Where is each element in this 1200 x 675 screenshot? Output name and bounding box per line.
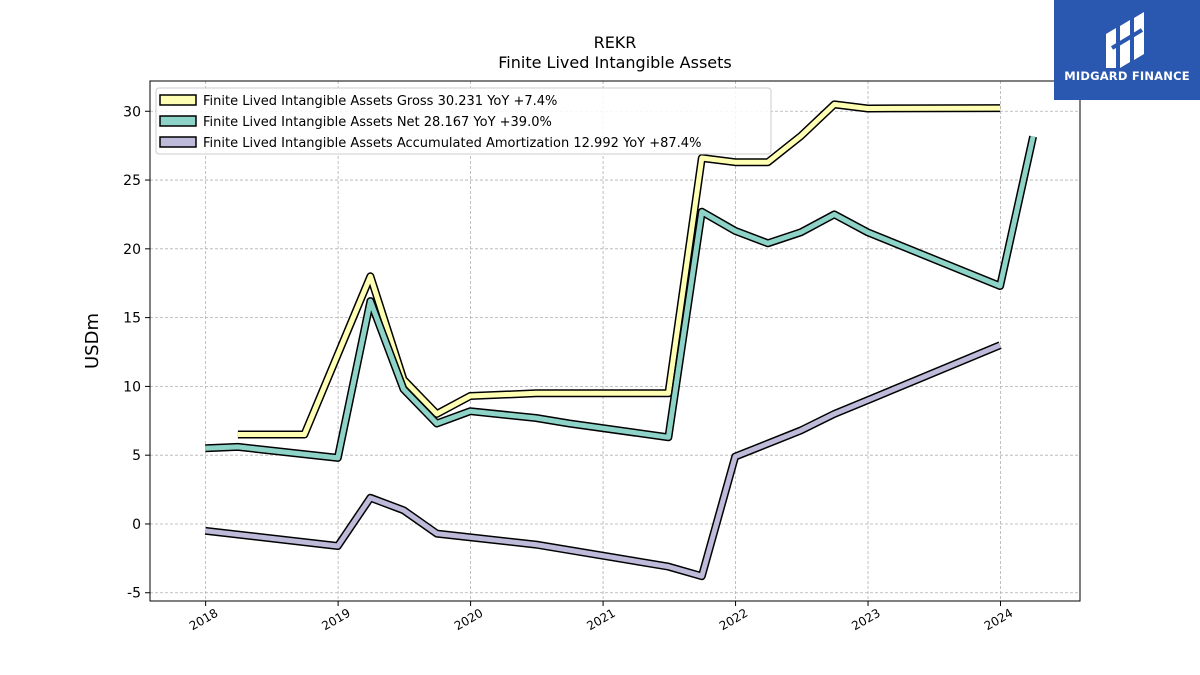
series-1 xyxy=(237,100,1001,439)
chart-title: REKR xyxy=(594,33,637,52)
brand-logo: MIDGARD FINANCE xyxy=(1054,0,1200,100)
series-3 xyxy=(204,341,1002,581)
x-tick-label: 2024 xyxy=(982,606,1015,633)
logo-mark-icon xyxy=(1106,12,1144,68)
series-line-outline xyxy=(205,135,1038,462)
y-tick-label: -5 xyxy=(127,586,141,602)
x-tick-label: 2022 xyxy=(717,606,750,633)
legend-entry: Finite Lived Intangible Assets Gross 30.… xyxy=(203,94,557,109)
y-tick-label: 25 xyxy=(123,173,141,189)
brand-name: MIDGARD FINANCE xyxy=(1064,69,1190,83)
series-line xyxy=(237,101,1001,437)
y-tick-label: 5 xyxy=(132,448,141,464)
y-tick-label: 15 xyxy=(123,311,141,327)
legend-entry: Finite Lived Intangible Assets Accumulat… xyxy=(203,136,701,151)
y-tick-label: 20 xyxy=(123,242,141,258)
x-tick-label: 2023 xyxy=(849,606,882,633)
plot-frame xyxy=(149,80,1081,602)
x-tick-label: 2018 xyxy=(187,606,220,633)
x-tick-label: 2019 xyxy=(319,606,352,633)
series-layer xyxy=(204,100,1038,581)
grid xyxy=(150,81,1080,601)
y-tick-label: 10 xyxy=(123,379,141,395)
x-tick-label: 2021 xyxy=(584,606,617,633)
y-tick-label: 30 xyxy=(123,104,141,120)
legend-swatch xyxy=(159,115,197,127)
y-axis-label: USDm xyxy=(82,313,103,369)
legend-frame xyxy=(155,87,772,155)
legend-swatch xyxy=(159,136,197,148)
series-line xyxy=(205,342,1002,579)
legend-entry: Finite Lived Intangible Assets Net 28.16… xyxy=(203,115,552,130)
legend: Finite Lived Intangible Assets Gross 30.… xyxy=(155,87,772,155)
y-tick-label: 0 xyxy=(132,517,141,533)
x-axis: 2018 2019 2020 2021 2022 2023 2024 xyxy=(187,601,1015,633)
y-axis: -5 0 5 10 15 20 25 30 xyxy=(123,104,150,602)
series-2 xyxy=(205,135,1038,462)
legend-swatch xyxy=(159,94,197,106)
x-tick-label: 2020 xyxy=(452,606,485,633)
series-line xyxy=(205,135,1036,461)
chart-subtitle: Finite Lived Intangible Assets xyxy=(498,53,731,72)
